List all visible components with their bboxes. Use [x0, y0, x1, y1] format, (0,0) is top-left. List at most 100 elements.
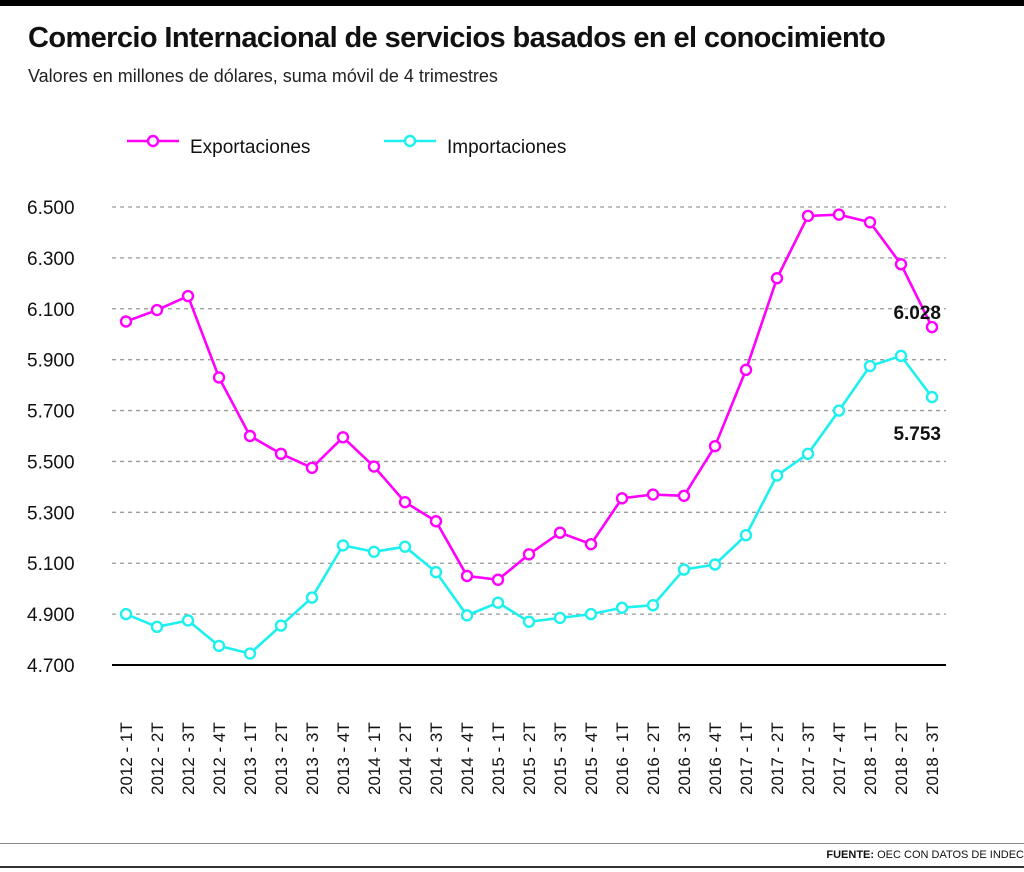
end-value-label: 5.753 [893, 424, 941, 445]
legend-marker [403, 134, 417, 148]
x-tick-label: 2015 - 4T [582, 722, 601, 795]
data-point [181, 289, 195, 303]
data-point [367, 545, 381, 558]
x-tick-label: 2017 - 3T [799, 722, 818, 795]
data-point [677, 489, 691, 502]
data-point [522, 548, 536, 561]
data-point [491, 573, 505, 586]
data-point [925, 320, 939, 334]
data-point [119, 607, 133, 621]
x-tick-label: 2012 - 4T [210, 722, 229, 795]
data-point [553, 611, 567, 625]
data-point [429, 565, 443, 579]
data-point [491, 596, 505, 609]
data-point [739, 363, 753, 377]
x-tick-label: 2012 - 3T [179, 722, 198, 795]
x-tick-label: 2013 - 1T [241, 722, 260, 795]
series-line-importaciones [125, 354, 934, 655]
data-point [770, 272, 784, 285]
x-tick-label: 2017 - 4T [830, 722, 849, 795]
footer-rule-bottom [0, 866, 1024, 868]
x-tick-label: 2016 - 4T [706, 722, 725, 795]
data-point [615, 492, 629, 505]
data-point [274, 447, 288, 461]
x-tick-label: 2017 - 1T [737, 722, 756, 795]
data-point [677, 563, 691, 576]
data-point [460, 609, 474, 622]
chart-title: Comercio Internacional de servicios basa… [28, 22, 886, 54]
data-point [894, 258, 908, 271]
source-text: OEC CON DATOS DE INDEC [877, 849, 1024, 861]
data-point [863, 359, 877, 373]
data-point [925, 390, 939, 404]
data-point [119, 315, 133, 328]
y-tick-label: 6.500 [27, 198, 75, 219]
x-tick-label: 2016 - 2T [644, 722, 663, 795]
x-tick-label: 2014 - 1T [365, 722, 384, 795]
y-tick-label: 5.500 [27, 452, 75, 473]
data-point [398, 540, 412, 553]
legend-label: Importaciones [447, 137, 566, 158]
data-point [150, 303, 164, 317]
y-tick-label: 6.100 [27, 300, 75, 321]
y-tick-label: 5.100 [27, 554, 75, 575]
x-tick-label: 2015 - 3T [551, 722, 570, 795]
data-point [305, 591, 319, 604]
data-point [801, 209, 815, 223]
data-point [212, 639, 226, 653]
top-rule [0, 0, 1024, 6]
legend-marker [146, 134, 160, 148]
end-value-label: 6.028 [893, 303, 941, 324]
data-point [615, 601, 629, 614]
data-point [274, 619, 288, 632]
data-point [181, 614, 195, 627]
x-tick-label: 2014 - 4T [458, 722, 477, 795]
data-point [646, 599, 660, 612]
data-point [336, 539, 350, 552]
y-tick-label: 5.900 [27, 351, 75, 372]
x-tick-label: 2014 - 3T [427, 722, 446, 795]
data-point [398, 495, 412, 509]
data-point [305, 461, 319, 475]
data-point [243, 429, 257, 443]
x-tick-label: 2014 - 2T [396, 722, 415, 795]
source-label: FUENTE: [826, 849, 875, 861]
data-point [708, 558, 722, 571]
series-line-exportaciones [125, 213, 934, 582]
data-point [460, 569, 474, 583]
source-note: FUENTE: OEC CON DATOS DE INDEC [826, 849, 1024, 861]
data-point [801, 447, 815, 461]
data-point [367, 460, 381, 473]
x-tick-label: 2017 - 2T [768, 722, 787, 795]
y-tick-label: 4.900 [27, 605, 75, 626]
data-point [832, 208, 846, 221]
x-tick-label: 2016 - 1T [613, 722, 632, 795]
data-point [336, 431, 350, 444]
x-tick-label: 2016 - 3T [675, 722, 694, 795]
y-tick-label: 6.300 [27, 249, 75, 270]
data-point [894, 349, 908, 363]
data-point [243, 647, 257, 660]
x-tick-label: 2015 - 2T [520, 722, 539, 795]
y-tick-label: 5.700 [27, 402, 75, 423]
x-tick-label: 2018 - 2T [892, 722, 911, 795]
chart-subtitle: Valores en millones de dólares, suma móv… [28, 66, 498, 86]
y-tick-label: 4.700 [27, 656, 75, 677]
x-tick-label: 2013 - 3T [303, 722, 322, 795]
data-point [708, 439, 722, 453]
data-point [584, 607, 598, 621]
legend-label: Exportaciones [190, 137, 310, 158]
x-tick-label: 2018 - 1T [861, 722, 880, 795]
x-tick-label: 2012 - 2T [148, 722, 167, 795]
data-point [832, 404, 846, 417]
data-point [553, 526, 567, 539]
x-tick-label: 2013 - 2T [272, 722, 291, 795]
data-point [863, 216, 877, 229]
x-tick-label: 2013 - 4T [334, 722, 353, 795]
data-point [584, 537, 598, 551]
data-point [646, 488, 660, 501]
x-tick-label: 2018 - 3T [923, 722, 942, 795]
data-point [429, 515, 443, 528]
data-point [150, 620, 164, 634]
